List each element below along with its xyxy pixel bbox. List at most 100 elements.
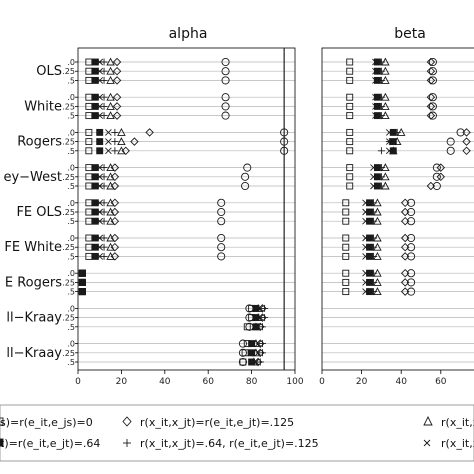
row-label-6-0: .0 (67, 269, 75, 278)
point-square-alpha (85, 173, 93, 181)
point-square-beta (342, 252, 350, 260)
legend-marker-diamond (122, 416, 132, 427)
point-triangle-alpha (106, 251, 115, 260)
point-circle-beta (407, 278, 416, 287)
point-plus-alpha (100, 217, 108, 225)
point-diamond-alpha (110, 252, 120, 261)
x-tick-label-alpha-0: 0 (75, 377, 81, 387)
point-plus-beta (377, 102, 385, 110)
point-square-beta (342, 234, 350, 242)
point-square-beta (346, 182, 354, 190)
point-triangle-alpha (117, 127, 126, 136)
group-label-1: White (24, 99, 62, 114)
group-label-0: OLS (36, 64, 62, 79)
point-diamond-beta (462, 137, 471, 146)
point-filled-square-alpha (91, 76, 99, 84)
legend-label-1: r(x_it,x_jt)=r(e_it,e_jt)=.125 (140, 416, 294, 429)
point-square-beta (346, 67, 354, 75)
row-label-0-1: .25 (62, 67, 75, 76)
point-cross-alpha (252, 358, 260, 366)
point-diamond-alpha (112, 111, 122, 120)
point-cross-alpha (96, 253, 104, 260)
point-diamond-alpha (112, 66, 122, 76)
point-cross-alpha (96, 164, 104, 171)
point-diamond-alpha (112, 57, 122, 67)
x-tick-label-alpha-4: 80 (246, 377, 258, 387)
x-tick-label-alpha-5: 100 (286, 377, 303, 387)
point-plus-beta (369, 243, 377, 251)
x-tick-label-beta-0: 0 (319, 377, 325, 387)
row-label-4-0: .0 (67, 199, 75, 208)
point-plus-beta (369, 199, 377, 207)
point-diamond-beta (426, 92, 436, 102)
point-cross-beta (372, 112, 379, 119)
point-circle-alpha (221, 76, 230, 85)
point-square-beta (346, 173, 354, 181)
point-square-beta (346, 93, 354, 101)
point-filled-square-alpha (91, 102, 99, 110)
point-circle-alpha (221, 102, 230, 111)
point-plus-beta (377, 67, 385, 75)
point-plus-beta (377, 164, 385, 172)
point-filled-square-alpha (91, 67, 99, 75)
row-label-3-1: .25 (62, 173, 75, 182)
point-plus-beta (377, 182, 385, 190)
point-plus-beta (369, 269, 377, 277)
point-plus-beta (377, 112, 385, 120)
point-circle-alpha (217, 198, 226, 207)
point-filled-square-alpha (91, 217, 99, 225)
row-label-6-1: .25 (62, 278, 75, 287)
point-plus-alpha (100, 234, 108, 242)
point-diamond-alpha (112, 92, 122, 102)
point-cross-alpha (96, 103, 104, 110)
point-circle-alpha (245, 313, 254, 322)
point-circle-beta (428, 93, 437, 102)
point-cross-alpha (96, 182, 104, 190)
point-plus-alpha (258, 349, 266, 357)
point-plus-beta (369, 234, 377, 242)
group-label-7: ll−Kraay (6, 311, 62, 326)
point-square-alpha (85, 76, 93, 84)
point-diamond-beta (426, 102, 436, 111)
point-cross-alpha (254, 323, 262, 331)
point-filled-square-alpha (248, 349, 256, 357)
point-circle-alpha (238, 357, 247, 367)
group-label-3: ey−West (3, 170, 62, 185)
point-circle-beta (407, 198, 416, 207)
x-tick-label-alpha-3: 60 (202, 377, 214, 387)
point-plus-alpha (100, 58, 108, 66)
legend-marker-triangle (423, 415, 433, 426)
row-label-1-2: .5 (67, 112, 75, 121)
legend-label-5: r(x_it,x_jt)=.125, r(e_it,e (441, 437, 474, 450)
point-plus-alpha (100, 67, 108, 75)
point-filled-square-alpha (96, 128, 104, 136)
point-plus-beta (377, 173, 385, 181)
point-circle-alpha (78, 278, 86, 286)
point-cross-beta (372, 103, 379, 110)
point-cross-beta (362, 234, 369, 242)
row-label-2-2: .5 (67, 147, 75, 156)
point-diamond-beta (426, 76, 436, 85)
point-square-beta (342, 243, 350, 251)
point-square-beta (346, 58, 354, 66)
point-circle-alpha (78, 288, 86, 296)
point-diamond-alpha (110, 233, 120, 243)
point-plus-alpha (100, 182, 108, 190)
point-filled-square-alpha (91, 252, 99, 260)
point-circle-alpha (217, 217, 226, 226)
x-tick-label-beta-1: 20 (356, 377, 368, 387)
row-label-4-2: .5 (67, 217, 75, 226)
point-square-alpha (85, 58, 93, 66)
point-diamond-alpha (112, 102, 122, 111)
point-square-alpha (85, 147, 93, 155)
panel-frame-alpha (77, 47, 296, 371)
point-plus-alpha (100, 173, 108, 181)
point-plus-alpha (100, 243, 108, 251)
point-cross-beta (372, 67, 379, 75)
point-circle-beta (407, 217, 416, 226)
point-triangle-alpha (106, 198, 115, 207)
point-diamond-alpha (110, 172, 120, 182)
legend: s)=r(e_it,e_js)=0 r(x_it,x_jt)=r(e_it,e_… (0, 404, 474, 462)
point-circle-alpha (217, 233, 226, 243)
row-label-7-1: .25 (62, 314, 75, 323)
